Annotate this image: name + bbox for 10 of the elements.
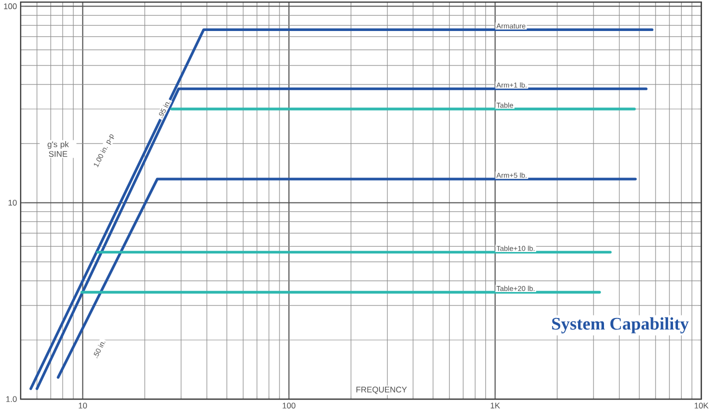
x-tick-label: 100 bbox=[282, 402, 296, 409]
y-tick-label: 10 bbox=[8, 200, 17, 206]
x-tick-label: 10K bbox=[694, 402, 708, 409]
x-axis-title: FREQUENCY bbox=[356, 386, 407, 394]
x-tick-label: 1K bbox=[490, 402, 500, 408]
y-tick-label: 100 bbox=[4, 3, 17, 10]
y-tick-label: 1.0 bbox=[6, 396, 17, 402]
x-tick-label: 10 bbox=[78, 402, 87, 409]
text: System Capability bbox=[552, 317, 689, 334]
y-axis-title: g's pk SINE bbox=[48, 141, 69, 157]
